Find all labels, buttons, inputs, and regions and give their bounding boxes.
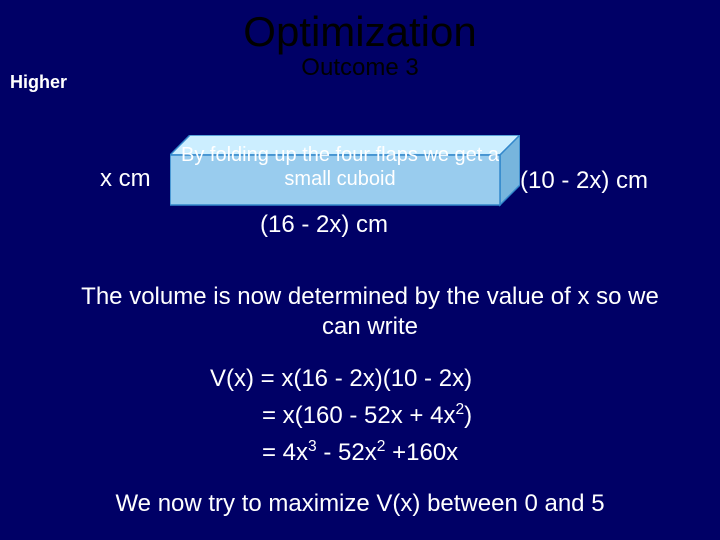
equation-line-2: = x(160 - 52x + 4x2) xyxy=(210,397,472,434)
length-dimension-label: (16 - 2x) cm xyxy=(260,211,388,239)
fold-description: By folding up the four flaps we get a sm… xyxy=(180,143,500,191)
eq3-c: +160x xyxy=(385,439,458,466)
level-label: Higher xyxy=(10,72,67,93)
equation-line-3: = 4x3 - 52x2 +160x xyxy=(210,434,472,471)
eq2-sup: 2 xyxy=(455,401,464,418)
eq1-text: V(x) = x(16 - 2x)(10 - 2x) xyxy=(210,365,472,392)
equation-line-1: V(x) = x(16 - 2x)(10 - 2x) xyxy=(210,360,472,397)
eq3-a: = 4x xyxy=(262,439,308,466)
volume-intro-text: The volume is now determined by the valu… xyxy=(60,282,680,342)
maximize-text: We now try to maximize V(x) between 0 an… xyxy=(0,490,720,518)
eq2-prefix: = x(160 - 52x + 4x xyxy=(262,402,455,429)
eq2-suffix: ) xyxy=(464,402,472,429)
eq3-b: - 52x xyxy=(317,439,377,466)
equation-block: V(x) = x(16 - 2x)(10 - 2x) = x(160 - 52x… xyxy=(210,360,472,472)
page-title: Optimization xyxy=(0,0,720,56)
eq3-sup1: 3 xyxy=(308,438,317,455)
width-dimension-label: (10 - 2x) cm xyxy=(520,167,648,195)
subtitle: Outcome 3 xyxy=(0,54,720,82)
x-dimension-label: x cm xyxy=(100,165,151,193)
